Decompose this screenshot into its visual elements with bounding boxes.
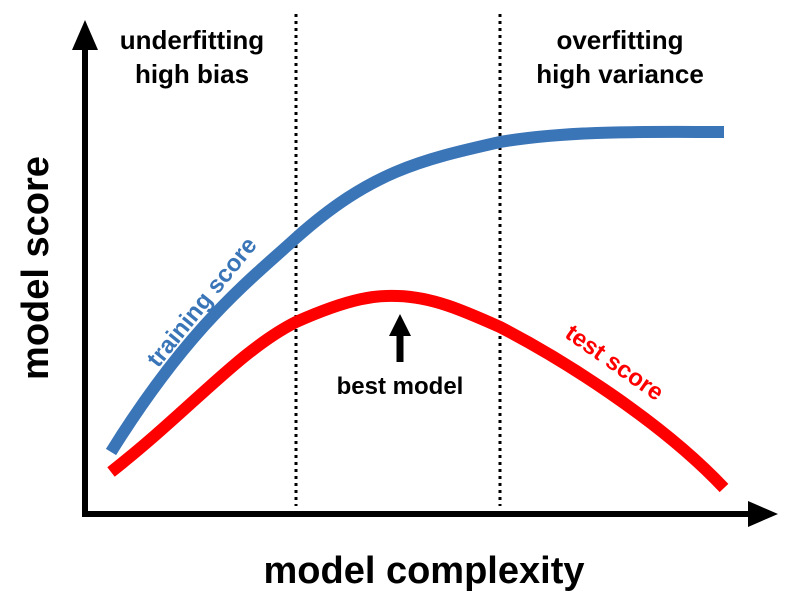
x-axis-arrowhead (748, 501, 778, 527)
overfitting-label: overfitting (556, 25, 683, 55)
training-score-curve (105, 125, 725, 456)
high-bias-label: high bias (135, 59, 249, 89)
high-variance-label: high variance (536, 59, 704, 89)
underfitting-label: underfitting (120, 25, 264, 55)
test-score-curve (107, 289, 729, 493)
y-axis-label: model score (15, 156, 57, 380)
best-model-arrow-icon (389, 314, 411, 362)
best-model-label: best model (337, 373, 464, 400)
axes (72, 20, 778, 527)
y-axis-arrowhead (72, 20, 98, 50)
x-axis-label: model complexity (264, 550, 585, 592)
